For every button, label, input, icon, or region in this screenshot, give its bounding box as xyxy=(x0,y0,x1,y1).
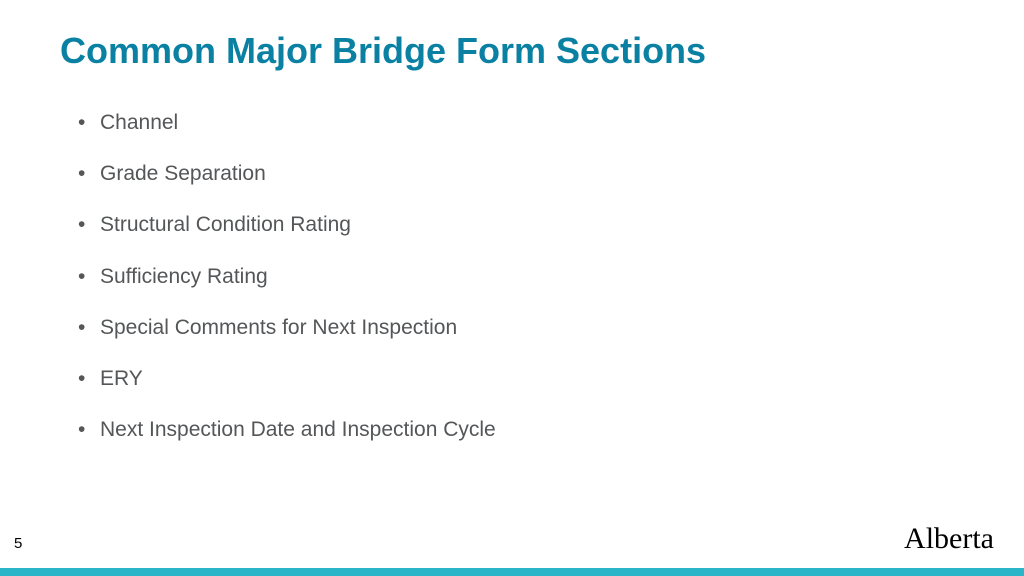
slide: Common Major Bridge Form Sections Channe… xyxy=(0,0,1024,576)
list-item: Special Comments for Next Inspection xyxy=(78,315,496,340)
logo: Alberta xyxy=(904,522,994,556)
list-item: Structural Condition Rating xyxy=(78,212,496,237)
list-item: ERY xyxy=(78,366,496,391)
page-number: 5 xyxy=(14,535,22,552)
list-item: Channel xyxy=(78,110,496,135)
bullet-list: Channel Grade Separation Structural Cond… xyxy=(78,110,496,468)
slide-title: Common Major Bridge Form Sections xyxy=(60,30,706,72)
list-item: Sufficiency Rating xyxy=(78,264,496,289)
accent-bar xyxy=(0,568,1024,576)
list-item: Next Inspection Date and Inspection Cycl… xyxy=(78,417,496,442)
list-item: Grade Separation xyxy=(78,161,496,186)
